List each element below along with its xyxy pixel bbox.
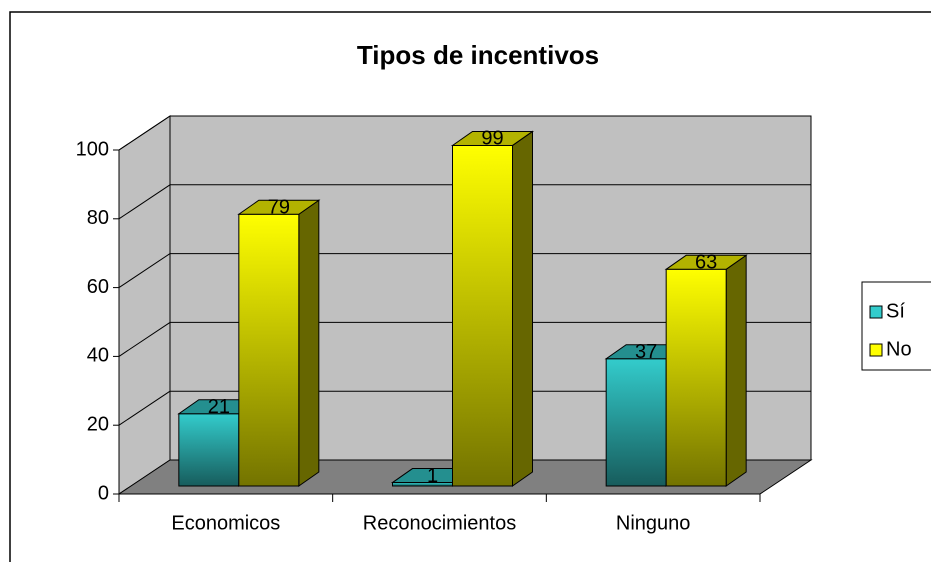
data-label: 99 <box>481 128 503 150</box>
chart-title: Tipos de incentivos <box>357 40 599 70</box>
grid-line <box>118 253 171 289</box>
grid-line <box>118 115 171 151</box>
bar-side <box>725 254 747 487</box>
x-tick-label: Economicos <box>171 512 280 534</box>
bar <box>237 199 321 487</box>
data-label: 37 <box>635 341 657 363</box>
legend-box <box>861 281 931 371</box>
bar-side <box>298 199 320 487</box>
bar-front <box>452 144 513 487</box>
y-tick-label: 100 <box>76 138 109 160</box>
y-tick-label: 20 <box>87 413 109 435</box>
bar-front <box>605 358 667 487</box>
bar-top <box>664 254 748 270</box>
y-tick-label: 0 <box>98 482 109 504</box>
data-label: 79 <box>268 197 290 219</box>
y-tick-label: 80 <box>87 207 109 229</box>
x-tick-label: Ninguno <box>616 512 691 534</box>
grid-line <box>118 184 171 220</box>
grid-line <box>118 321 171 357</box>
bar <box>450 130 535 487</box>
bar <box>664 254 748 487</box>
data-label: 21 <box>208 396 230 418</box>
bar-top <box>450 130 535 146</box>
grid-line <box>118 390 171 426</box>
legend-label: Sí <box>886 300 905 322</box>
bar-top <box>237 199 321 215</box>
x-tick-label: Reconocimientos <box>363 512 516 534</box>
y-tick-label: 60 <box>87 276 109 298</box>
bar-front <box>665 268 727 487</box>
side-wall <box>118 115 171 495</box>
legend-label: No <box>886 338 912 360</box>
legend-swatch <box>869 305 883 319</box>
bar-front <box>392 482 453 487</box>
bar-front <box>238 213 300 487</box>
y-tick-label: 40 <box>87 345 109 367</box>
bar-side <box>512 130 533 487</box>
data-label: 63 <box>695 252 717 274</box>
legend-swatch <box>869 343 883 357</box>
bar-front <box>178 413 240 487</box>
data-label: 1 <box>427 465 438 487</box>
